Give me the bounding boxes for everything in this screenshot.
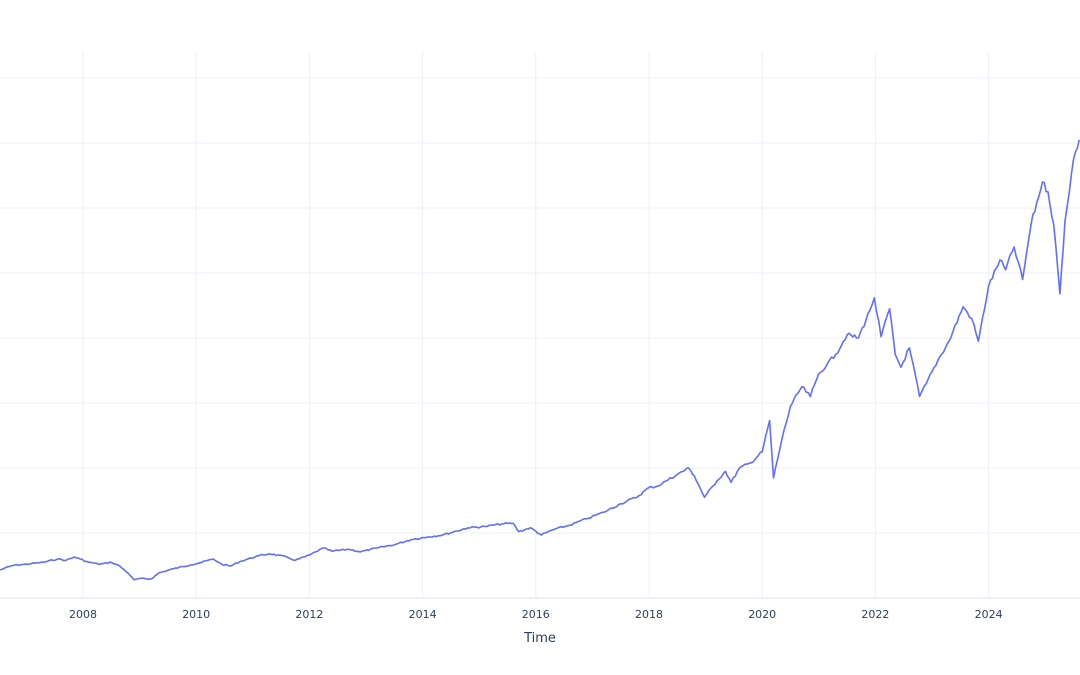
- x-tick-label: 2022: [861, 608, 889, 621]
- data-line: [0, 139, 1080, 581]
- x-tick-label: 2012: [295, 608, 323, 621]
- x-tick-label: 2014: [409, 608, 437, 621]
- x-tick-label: 2018: [635, 608, 663, 621]
- x-axis-title: Time: [523, 631, 556, 646]
- horizontal-gridlines: [0, 77, 1080, 534]
- x-tick-label: 2024: [975, 608, 1003, 621]
- x-tick-label: 2010: [182, 608, 210, 621]
- x-tick-label: 2016: [522, 608, 550, 621]
- x-axis-tick-labels: 2008 2010 2012 2014 2016 2018 2020 2022 2024: [69, 608, 1003, 621]
- x-tick-label: 2020: [748, 608, 776, 621]
- x-tick-label: 2008: [69, 608, 97, 621]
- vertical-gridlines: [82, 52, 990, 598]
